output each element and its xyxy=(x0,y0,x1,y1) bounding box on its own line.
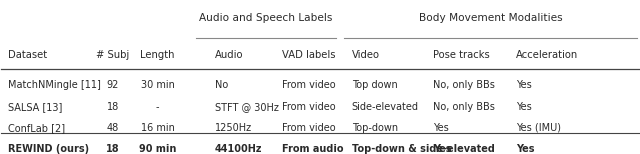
Text: Side-elevated: Side-elevated xyxy=(352,102,419,112)
Text: -: - xyxy=(156,102,159,112)
Text: 44100Hz: 44100Hz xyxy=(215,144,262,154)
Text: 1250Hz: 1250Hz xyxy=(215,123,252,133)
Text: # Subj: # Subj xyxy=(96,50,129,60)
Text: Audio: Audio xyxy=(215,50,243,60)
Text: No: No xyxy=(215,80,228,90)
Text: SALSA [13]: SALSA [13] xyxy=(8,102,62,112)
Text: Top down: Top down xyxy=(352,80,397,90)
Text: From video: From video xyxy=(282,123,335,133)
Text: 18: 18 xyxy=(107,102,119,112)
Text: 30 min: 30 min xyxy=(141,80,175,90)
Text: Top-down: Top-down xyxy=(352,123,398,133)
Text: From video: From video xyxy=(282,80,335,90)
Text: From video: From video xyxy=(282,102,335,112)
Text: 48: 48 xyxy=(107,123,119,133)
Text: 92: 92 xyxy=(107,80,119,90)
Text: REWIND (ours): REWIND (ours) xyxy=(8,144,89,154)
Text: Yes: Yes xyxy=(516,80,532,90)
Text: No, only BBs: No, only BBs xyxy=(433,102,495,112)
Text: Yes: Yes xyxy=(516,102,532,112)
Text: Video: Video xyxy=(352,50,380,60)
Text: Dataset: Dataset xyxy=(8,50,47,60)
Text: Pose tracks: Pose tracks xyxy=(433,50,490,60)
Text: Yes: Yes xyxy=(433,123,449,133)
Text: Audio and Speech Labels: Audio and Speech Labels xyxy=(199,13,333,23)
Text: MatchNMingle [11]: MatchNMingle [11] xyxy=(8,80,100,90)
Text: No, only BBs: No, only BBs xyxy=(433,80,495,90)
Text: VAD labels: VAD labels xyxy=(282,50,335,60)
Text: Yes: Yes xyxy=(433,144,452,154)
Text: Top-down & side-elevated: Top-down & side-elevated xyxy=(352,144,495,154)
Text: From audio: From audio xyxy=(282,144,343,154)
Text: 90 min: 90 min xyxy=(139,144,176,154)
Text: STFT @ 30Hz: STFT @ 30Hz xyxy=(215,102,279,112)
Text: 18: 18 xyxy=(106,144,120,154)
Text: Yes (IMU): Yes (IMU) xyxy=(516,123,561,133)
Text: Yes: Yes xyxy=(516,144,535,154)
Text: Body Movement Modalities: Body Movement Modalities xyxy=(419,13,563,23)
Text: ConfLab [2]: ConfLab [2] xyxy=(8,123,65,133)
Text: Acceleration: Acceleration xyxy=(516,50,579,60)
Text: Length: Length xyxy=(140,50,175,60)
Text: 16 min: 16 min xyxy=(141,123,175,133)
